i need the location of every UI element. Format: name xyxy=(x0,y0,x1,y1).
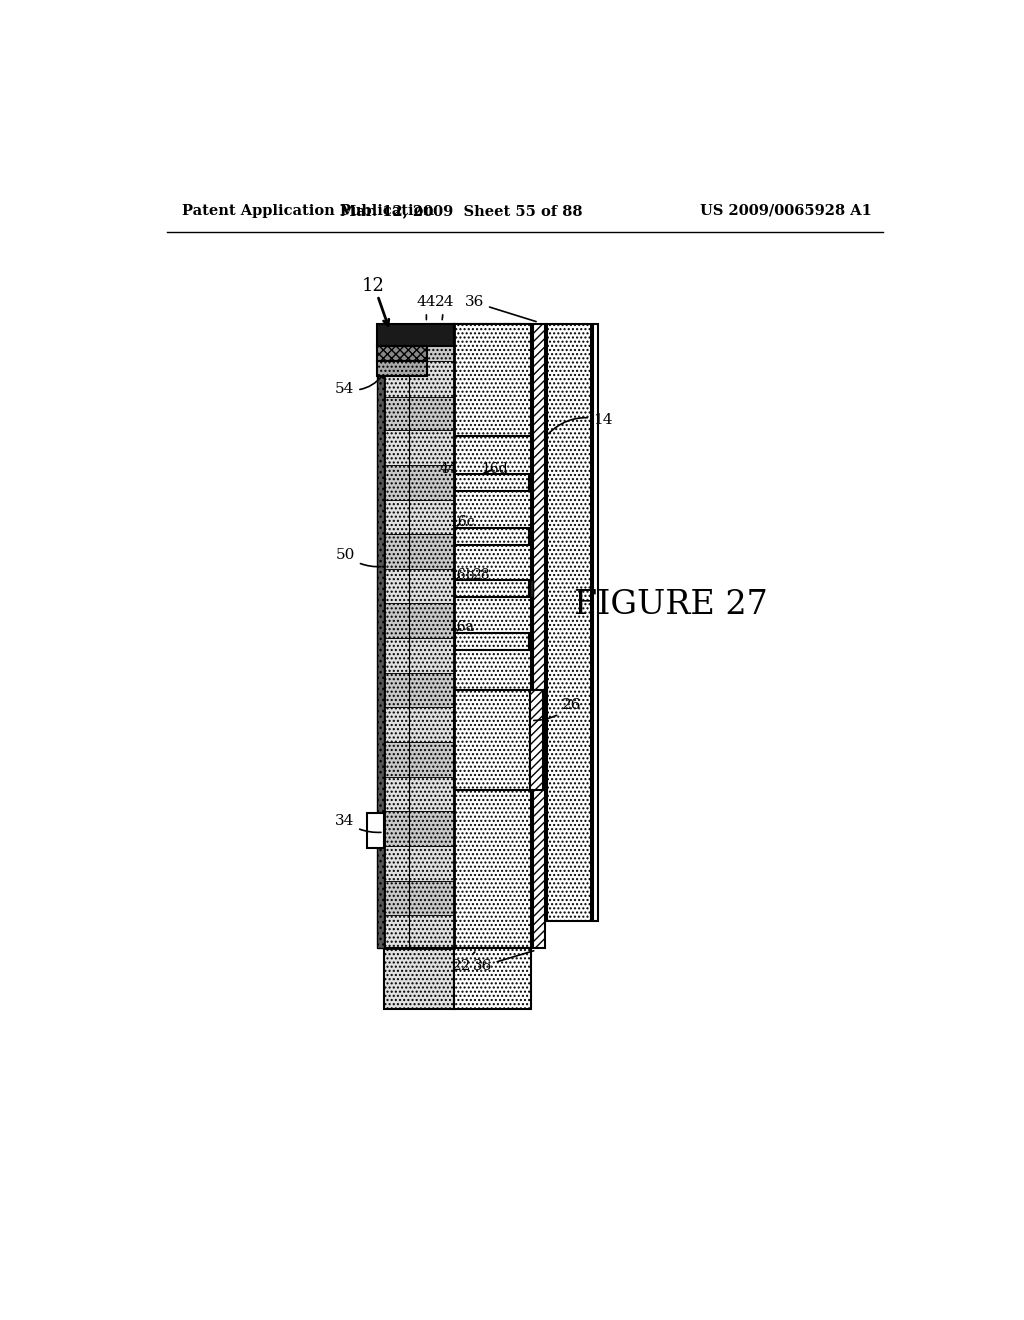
Text: US 2009/0065928 A1: US 2009/0065928 A1 xyxy=(700,203,872,218)
Bar xyxy=(377,323,384,948)
Bar xyxy=(455,528,528,545)
Bar xyxy=(384,673,454,708)
Bar xyxy=(384,915,454,948)
Bar xyxy=(384,846,454,880)
Bar xyxy=(593,323,598,921)
Text: Patent Application Publication: Patent Application Publication xyxy=(182,203,434,218)
Bar xyxy=(409,323,454,948)
Bar xyxy=(384,323,454,948)
Text: 16a: 16a xyxy=(449,620,474,635)
Bar xyxy=(377,346,427,360)
Text: 34: 34 xyxy=(335,813,381,833)
Text: Mar. 12, 2009  Sheet 55 of 88: Mar. 12, 2009 Sheet 55 of 88 xyxy=(340,203,583,218)
Bar xyxy=(455,474,528,491)
Bar xyxy=(384,880,454,915)
Bar xyxy=(530,689,543,789)
Bar xyxy=(384,948,454,1010)
Bar xyxy=(384,535,454,569)
Bar xyxy=(454,323,531,948)
Bar xyxy=(384,742,454,776)
Text: 16d: 16d xyxy=(481,462,508,475)
Text: 44: 44 xyxy=(417,296,436,319)
Text: 28: 28 xyxy=(472,568,489,582)
Text: 26: 26 xyxy=(534,698,582,721)
Text: 44: 44 xyxy=(439,462,457,475)
Text: 54: 54 xyxy=(335,376,382,396)
Bar xyxy=(532,323,545,948)
Bar xyxy=(384,708,454,742)
Bar xyxy=(454,323,531,436)
Bar xyxy=(427,323,454,385)
Text: FIGURE 27: FIGURE 27 xyxy=(573,589,767,620)
Bar xyxy=(384,499,454,535)
Bar xyxy=(384,360,454,397)
Bar xyxy=(384,638,454,673)
Bar xyxy=(384,812,454,846)
Text: 16b: 16b xyxy=(449,568,474,582)
Text: 12: 12 xyxy=(361,277,384,296)
Bar xyxy=(384,397,454,430)
Text: 22: 22 xyxy=(452,952,475,973)
Text: 36: 36 xyxy=(472,950,534,973)
Text: 36: 36 xyxy=(465,296,537,322)
Bar xyxy=(384,323,409,948)
Text: 14: 14 xyxy=(549,413,612,434)
Bar xyxy=(384,465,454,499)
Bar xyxy=(455,581,528,597)
Text: 24: 24 xyxy=(434,296,454,319)
Bar xyxy=(530,581,532,597)
Bar xyxy=(547,323,592,921)
Bar xyxy=(377,323,454,346)
Bar xyxy=(455,632,528,649)
Bar xyxy=(454,689,530,789)
Bar xyxy=(384,323,454,360)
Bar xyxy=(384,603,454,638)
Bar xyxy=(454,948,531,1010)
Bar xyxy=(367,813,384,849)
Bar xyxy=(384,569,454,603)
Text: 50: 50 xyxy=(336,548,381,566)
Bar xyxy=(377,360,427,376)
Text: 16c: 16c xyxy=(449,515,474,529)
Bar xyxy=(384,430,454,465)
Bar xyxy=(384,776,454,812)
